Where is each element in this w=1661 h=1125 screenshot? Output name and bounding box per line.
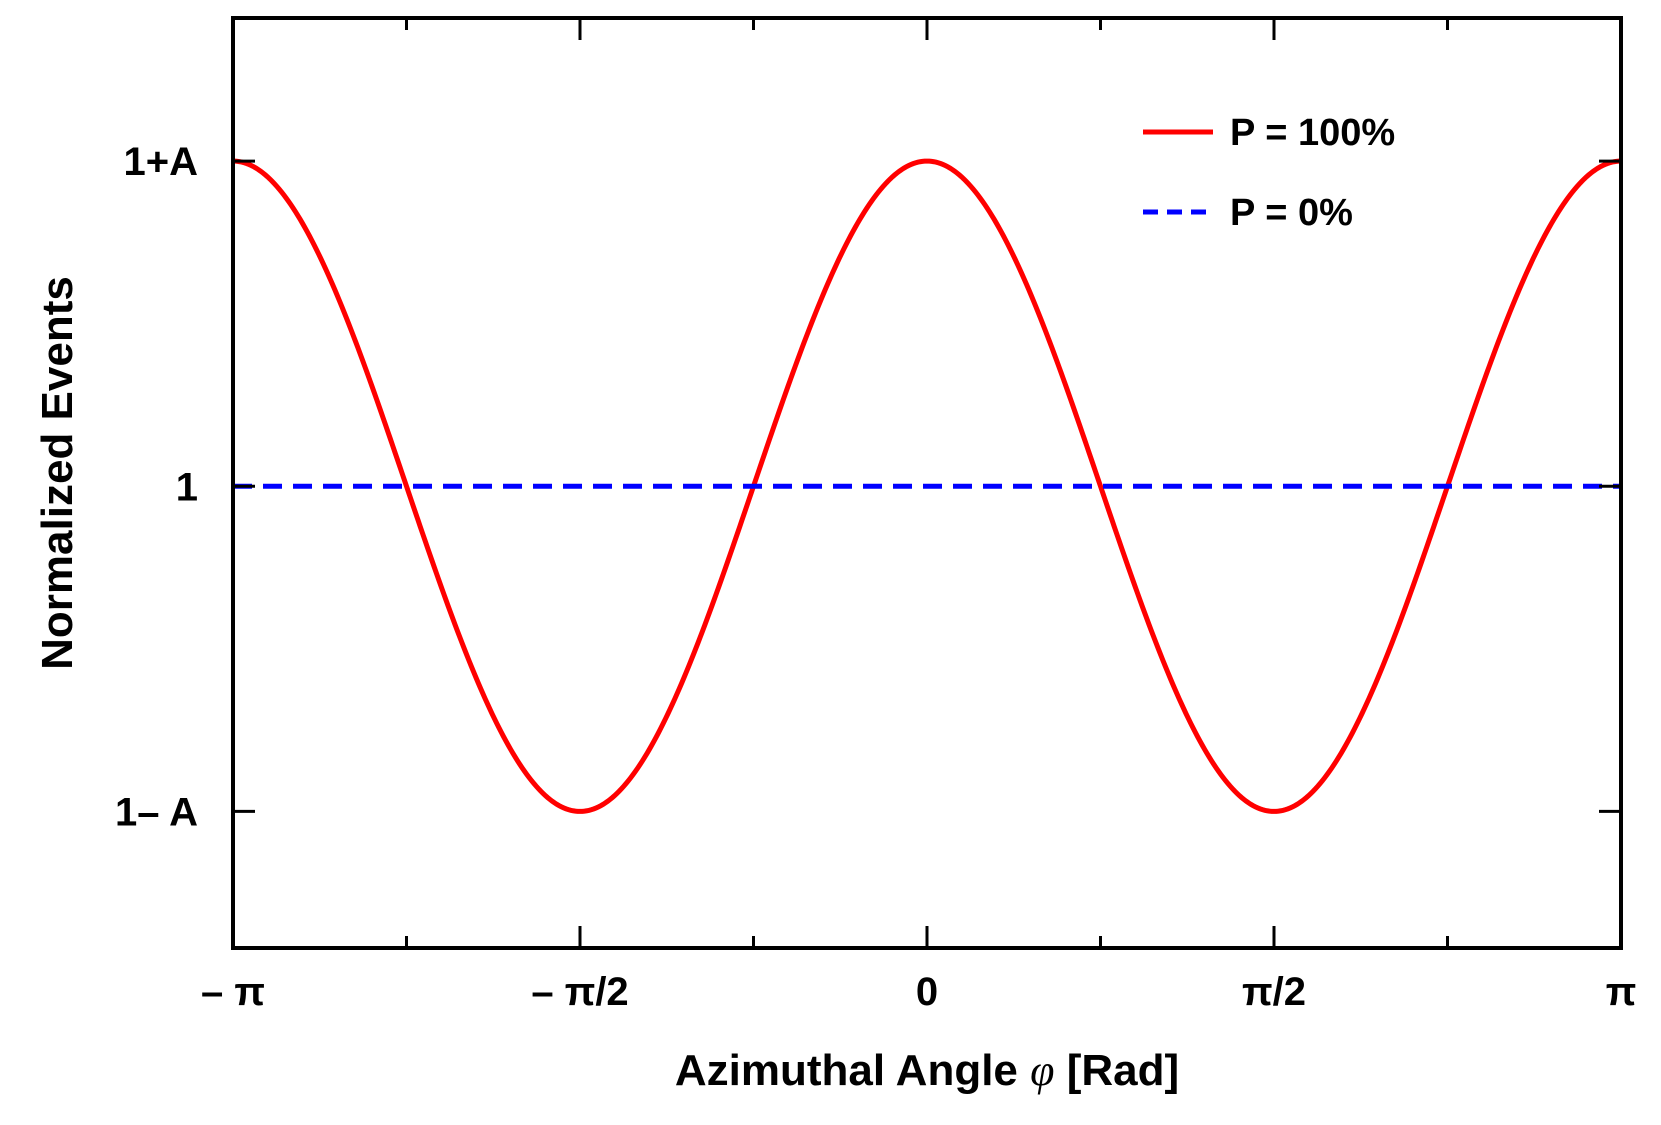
plot-frame [231, 16, 1623, 950]
x-tick-label-1: – π/2 [531, 970, 628, 1014]
legend-label-1: P = 100% [1230, 112, 1395, 154]
x-tick-label-0: – π [201, 970, 265, 1014]
series-line-1 [232, 158, 1622, 814]
y-tick-label-0: 1+A [124, 140, 199, 184]
x-tick-label-3: π/2 [1242, 970, 1306, 1014]
x-tick-label-2: 0 [916, 970, 938, 1014]
y-tick-label-1: 1 [176, 465, 198, 509]
x-axis-title-phi: φ [1030, 1046, 1054, 1095]
legend-label-2: P = 0% [1230, 192, 1353, 234]
x-axis-title-part-1: Azimuthal Angle [675, 1046, 1030, 1095]
x-tick-label-4: π [1606, 970, 1637, 1014]
x-axis-title: Azimuthal Angle φ [Rad] [675, 1046, 1179, 1095]
y-axis-title: Normalized Events [33, 276, 82, 670]
x-axis-title-part-3: [Rad] [1054, 1046, 1179, 1095]
y-tick-label-2: 1– A [115, 790, 198, 834]
